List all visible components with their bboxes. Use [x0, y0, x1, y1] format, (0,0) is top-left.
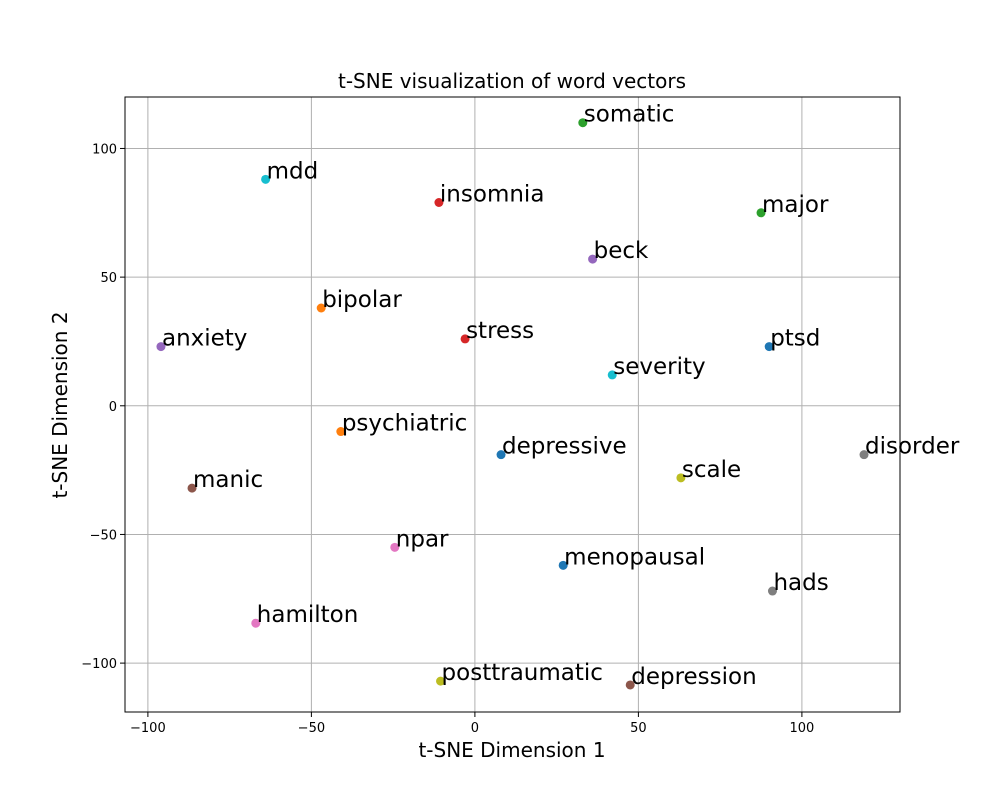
- point-label-severity: severity: [613, 354, 705, 380]
- y-tick-label: 100: [92, 142, 117, 157]
- y-tick-label: −100: [81, 657, 117, 672]
- x-tick-label: −100: [130, 721, 166, 736]
- data-point-posttraumatic: [436, 676, 446, 686]
- data-point-disorder: [859, 450, 869, 460]
- y-tick-label: 0: [109, 400, 117, 415]
- data-point-hamilton: [251, 618, 261, 628]
- point-labels: somatic mdd insomnia major beck bipolar stress…: [162, 102, 960, 690]
- data-point-scale: [676, 473, 686, 483]
- point-label-menopausal: menopausal: [564, 544, 705, 570]
- y-axis-label: t-SNE Dimension 2: [48, 311, 72, 498]
- point-label-somatic: somatic: [584, 102, 675, 128]
- data-point-depressive: [496, 450, 506, 460]
- point-label-bipolar: bipolar: [322, 287, 402, 313]
- chart-title: t-SNE visualization of word vectors: [338, 69, 686, 93]
- data-point-anxiety: [156, 342, 166, 352]
- point-label-posttraumatic: posttraumatic: [442, 660, 603, 686]
- x-axis-label: t-SNE Dimension 1: [418, 738, 605, 762]
- data-point-beck: [588, 254, 598, 264]
- data-point-ptsd: [764, 342, 774, 352]
- grid: [125, 97, 900, 712]
- point-label-insomnia: insomnia: [440, 182, 545, 208]
- point-label-hamilton: hamilton: [257, 602, 359, 628]
- data-point-menopausal: [558, 560, 568, 570]
- x-tick-label: 0: [471, 721, 479, 736]
- data-point-severity: [607, 370, 617, 380]
- point-label-anxiety: anxiety: [162, 326, 247, 352]
- point-label-scale: scale: [682, 457, 741, 483]
- axis-ticks: −100 −50 0 50 100 −100 −50 0 50 100: [81, 142, 814, 736]
- data-point-manic: [187, 483, 197, 493]
- x-tick-label: −50: [298, 721, 325, 736]
- point-label-ptsd: ptsd: [770, 326, 820, 352]
- y-tick-label: 50: [100, 271, 117, 286]
- point-label-major: major: [762, 192, 829, 218]
- data-point-somatic: [578, 118, 588, 128]
- data-point-major: [756, 208, 766, 218]
- point-label-manic: manic: [193, 467, 263, 493]
- data-point-depression: [625, 680, 635, 690]
- plot-area-frame: [124, 96, 901, 713]
- data-point-hads: [767, 586, 777, 596]
- point-label-stress: stress: [466, 318, 534, 344]
- x-tick-label: 50: [630, 721, 647, 736]
- point-label-psychiatric: psychiatric: [342, 411, 467, 437]
- data-point-npar: [390, 542, 400, 552]
- x-tick-label: 100: [789, 721, 814, 736]
- data-point-bipolar: [316, 303, 326, 313]
- data-points: [156, 118, 869, 690]
- y-tick-label: −50: [90, 528, 117, 543]
- data-point-psychiatric: [336, 427, 346, 437]
- point-label-depression: depression: [631, 664, 756, 690]
- data-point-stress: [460, 334, 470, 344]
- point-label-mdd: mdd: [267, 158, 319, 184]
- point-label-depressive: depressive: [502, 434, 627, 460]
- data-point-insomnia: [434, 198, 444, 208]
- point-label-disorder: disorder: [865, 434, 960, 460]
- data-point-mdd: [261, 174, 271, 184]
- point-label-beck: beck: [594, 238, 649, 264]
- point-label-npar: npar: [396, 526, 449, 552]
- point-label-hads: hads: [773, 570, 828, 596]
